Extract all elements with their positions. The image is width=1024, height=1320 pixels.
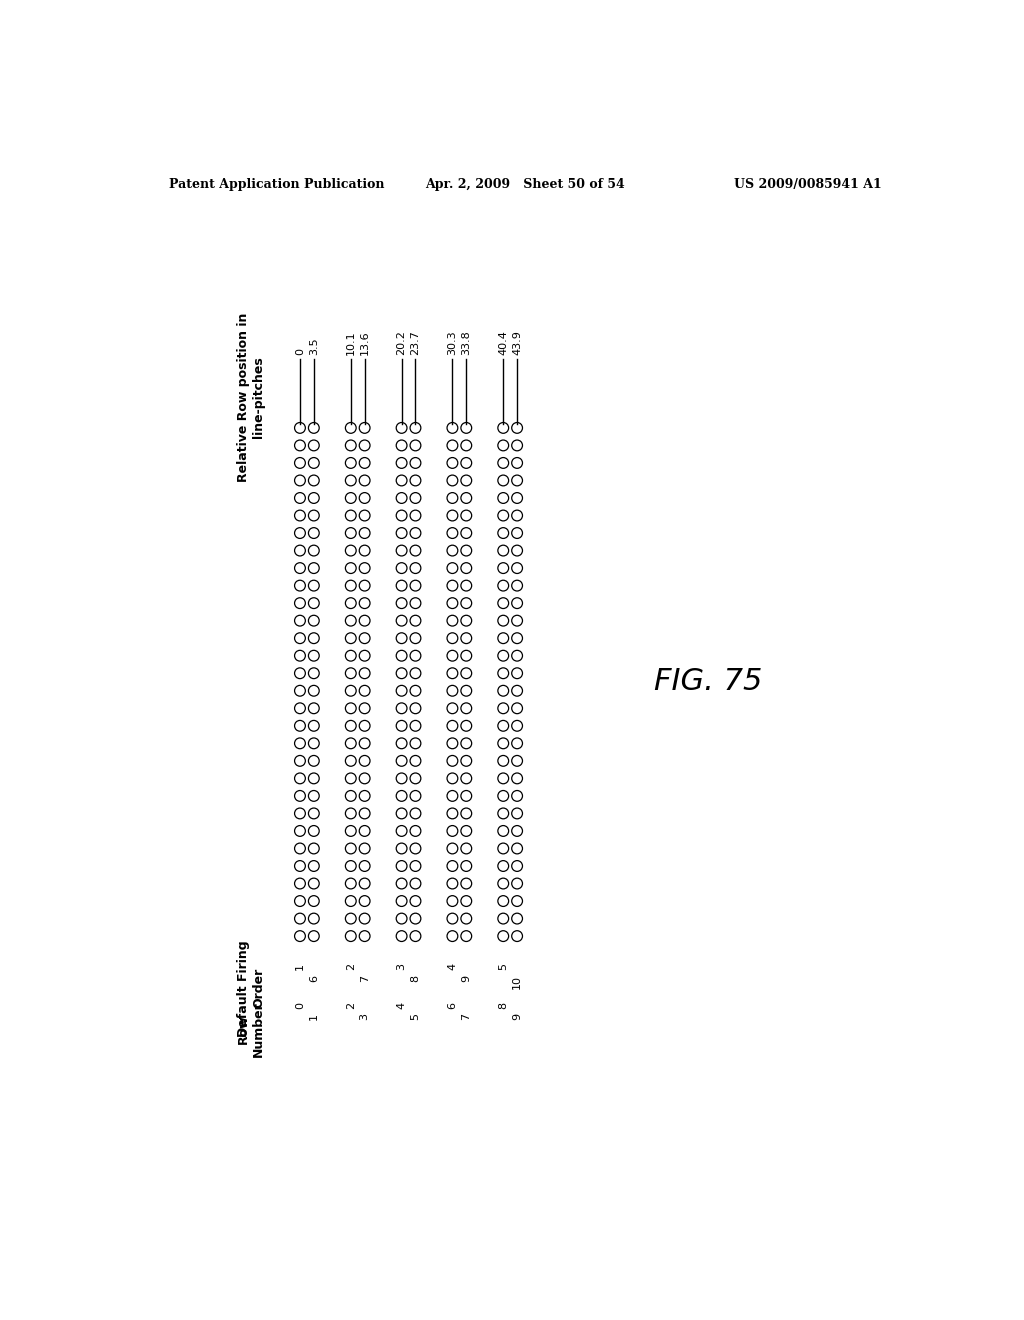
Text: 8: 8 bbox=[499, 1002, 508, 1008]
Text: 4: 4 bbox=[396, 1002, 407, 1008]
Text: 2: 2 bbox=[346, 964, 355, 970]
Text: 2: 2 bbox=[346, 1002, 355, 1008]
Text: 23.7: 23.7 bbox=[411, 330, 421, 355]
Text: 10: 10 bbox=[512, 974, 522, 989]
Text: 30.3: 30.3 bbox=[447, 330, 458, 355]
Text: 1: 1 bbox=[295, 964, 305, 970]
Text: 0: 0 bbox=[295, 347, 305, 355]
Text: 43.9: 43.9 bbox=[512, 330, 522, 355]
Text: 20.2: 20.2 bbox=[396, 330, 407, 355]
Text: 4: 4 bbox=[447, 964, 458, 970]
Text: Apr. 2, 2009   Sheet 50 of 54: Apr. 2, 2009 Sheet 50 of 54 bbox=[425, 178, 625, 190]
Text: 7: 7 bbox=[461, 1014, 471, 1020]
Text: 10.1: 10.1 bbox=[346, 330, 355, 355]
Text: 6: 6 bbox=[447, 1002, 458, 1008]
Text: Relative Row position in
line-pitches: Relative Row position in line-pitches bbox=[238, 313, 265, 482]
Text: 5: 5 bbox=[499, 964, 508, 970]
Text: 9: 9 bbox=[461, 974, 471, 982]
Text: 8: 8 bbox=[411, 974, 421, 982]
Text: 3: 3 bbox=[396, 964, 407, 970]
Text: 7: 7 bbox=[359, 974, 370, 982]
Text: Row
Number: Row Number bbox=[238, 1002, 265, 1057]
Text: Patent Application Publication: Patent Application Publication bbox=[169, 178, 385, 190]
Text: 3.5: 3.5 bbox=[309, 337, 318, 355]
Text: 13.6: 13.6 bbox=[359, 330, 370, 355]
Text: 40.4: 40.4 bbox=[499, 330, 508, 355]
Text: 5: 5 bbox=[411, 1014, 421, 1020]
Text: 33.8: 33.8 bbox=[461, 330, 471, 355]
Text: US 2009/0085941 A1: US 2009/0085941 A1 bbox=[733, 178, 882, 190]
Text: 6: 6 bbox=[309, 974, 318, 982]
Text: 0: 0 bbox=[295, 1002, 305, 1008]
Text: 3: 3 bbox=[359, 1014, 370, 1020]
Text: Default Firing
Order: Default Firing Order bbox=[238, 940, 265, 1036]
Text: FIG. 75: FIG. 75 bbox=[654, 668, 763, 697]
Text: 9: 9 bbox=[512, 1014, 522, 1020]
Text: 1: 1 bbox=[309, 1014, 318, 1020]
